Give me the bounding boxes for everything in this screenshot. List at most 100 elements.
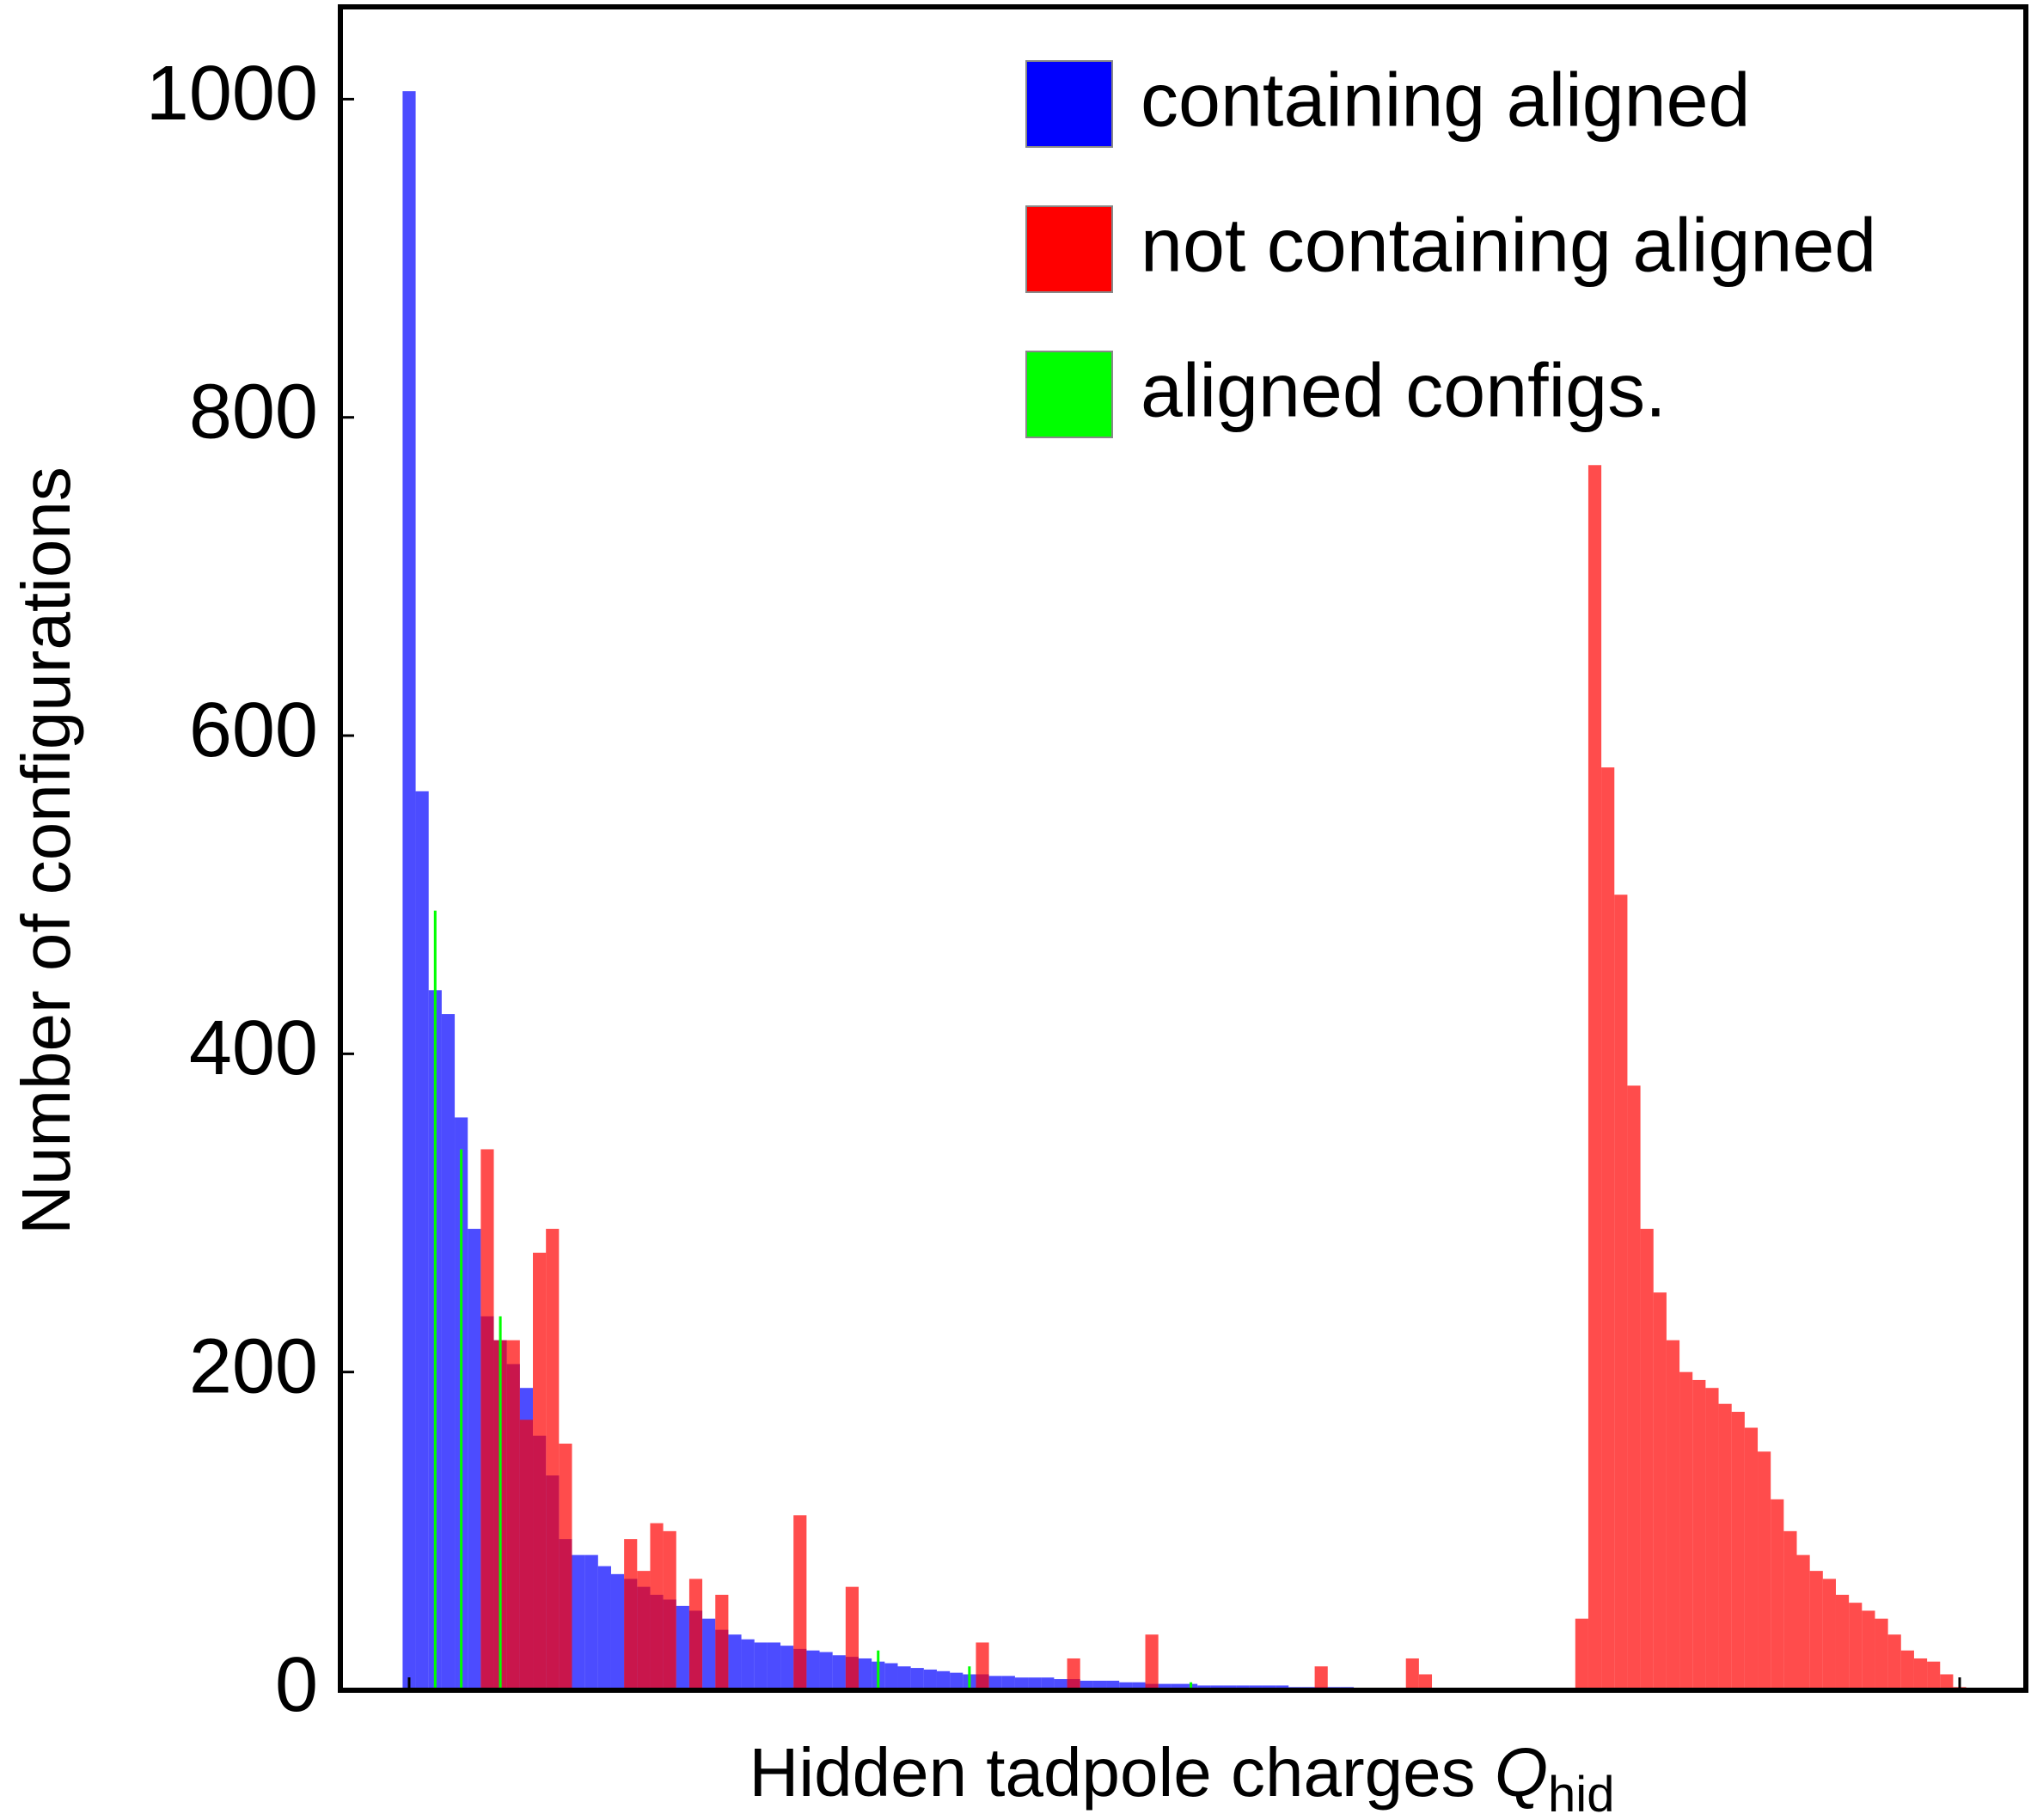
bar xyxy=(1190,1682,1193,1690)
bar xyxy=(1054,1679,1067,1690)
bar xyxy=(1796,1554,1810,1690)
bar xyxy=(1900,1650,1914,1690)
bar xyxy=(433,910,437,1690)
bar xyxy=(663,1530,676,1690)
bar xyxy=(780,1646,794,1690)
bar xyxy=(1145,1634,1159,1690)
bar xyxy=(1001,1676,1015,1690)
bar xyxy=(637,1571,651,1690)
bar xyxy=(597,1566,611,1690)
bar xyxy=(1666,1340,1680,1690)
bar xyxy=(702,1618,716,1690)
bar xyxy=(1092,1680,1107,1690)
bar xyxy=(650,1523,664,1690)
y-tick-label: 400 xyxy=(189,1005,318,1091)
bar xyxy=(1783,1530,1797,1690)
bar xyxy=(1653,1292,1667,1690)
bar xyxy=(533,1252,547,1690)
bar xyxy=(715,1594,729,1690)
bar xyxy=(988,1676,1002,1690)
bar xyxy=(559,1444,572,1690)
bar xyxy=(936,1670,951,1690)
y-tick-label: 600 xyxy=(189,687,318,773)
y-tick-label: 800 xyxy=(189,369,318,455)
y-tick-label: 1000 xyxy=(146,51,318,137)
legend-swatch xyxy=(1025,205,1113,293)
bar xyxy=(415,791,429,1690)
bar xyxy=(754,1642,768,1690)
bar xyxy=(1627,1085,1641,1690)
x-axis-label-text: Hidden tadpole charges xyxy=(749,1734,1495,1811)
bar xyxy=(1106,1680,1120,1690)
bar xyxy=(1758,1451,1771,1690)
x-axis-label-symbol: Q xyxy=(1495,1734,1548,1811)
bar xyxy=(1132,1682,1146,1690)
bar xyxy=(1587,465,1602,1691)
bar xyxy=(441,1014,456,1690)
bar xyxy=(1418,1674,1433,1690)
bar xyxy=(1067,1658,1080,1690)
bar xyxy=(1014,1677,1029,1690)
bar xyxy=(897,1666,911,1690)
bar xyxy=(1041,1677,1055,1690)
bar xyxy=(546,1229,560,1690)
bar xyxy=(976,1642,989,1690)
bar xyxy=(1849,1603,1863,1690)
bar xyxy=(584,1554,598,1690)
bar xyxy=(499,1316,502,1690)
bar xyxy=(845,1586,860,1690)
bar xyxy=(460,1149,463,1690)
bar xyxy=(793,1515,807,1690)
y-tick-label: 0 xyxy=(275,1642,318,1728)
bars xyxy=(402,91,1967,1691)
bar xyxy=(741,1639,755,1690)
bar xyxy=(1640,1229,1654,1690)
bar xyxy=(624,1539,638,1690)
bar xyxy=(402,91,416,1691)
bar xyxy=(877,1650,880,1690)
bar xyxy=(1171,1683,1184,1690)
bar xyxy=(1771,1499,1784,1690)
bar xyxy=(1601,767,1615,1690)
bar xyxy=(1809,1571,1823,1690)
bar xyxy=(1692,1379,1706,1690)
bar xyxy=(1028,1677,1042,1690)
bar xyxy=(1887,1634,1901,1690)
bar xyxy=(1822,1579,1836,1690)
legend-swatch xyxy=(1025,60,1113,148)
bar xyxy=(923,1669,937,1690)
bar xyxy=(1705,1388,1719,1690)
legend-label: aligned configs. xyxy=(1141,347,1667,432)
bar xyxy=(1744,1427,1759,1690)
bar xyxy=(480,1149,494,1690)
legend: containing aligned not containing aligned… xyxy=(1025,57,1876,438)
legend-label: not containing aligned xyxy=(1141,202,1876,287)
bar xyxy=(1927,1661,1941,1690)
bar xyxy=(950,1672,964,1690)
bar xyxy=(688,1579,703,1690)
bar xyxy=(572,1554,585,1690)
bar xyxy=(1679,1371,1693,1690)
plot-frame xyxy=(338,4,2028,1693)
bar xyxy=(1718,1403,1732,1690)
bar xyxy=(519,1420,534,1690)
legend-label: containing aligned xyxy=(1141,57,1750,142)
bar xyxy=(819,1652,833,1690)
bar xyxy=(610,1573,625,1690)
bar xyxy=(468,1229,481,1690)
bar xyxy=(1405,1658,1419,1690)
bar xyxy=(1862,1610,1875,1690)
bar xyxy=(1940,1674,1954,1690)
bar xyxy=(859,1658,872,1690)
bar xyxy=(1731,1411,1745,1690)
bar xyxy=(1875,1618,1888,1690)
bar xyxy=(506,1340,520,1690)
bar xyxy=(884,1663,898,1690)
bar xyxy=(910,1668,924,1690)
bar xyxy=(1913,1658,1928,1690)
bar xyxy=(1158,1683,1171,1690)
bar xyxy=(1080,1680,1093,1690)
y-tick-label: 200 xyxy=(189,1323,318,1409)
bar xyxy=(767,1642,781,1690)
